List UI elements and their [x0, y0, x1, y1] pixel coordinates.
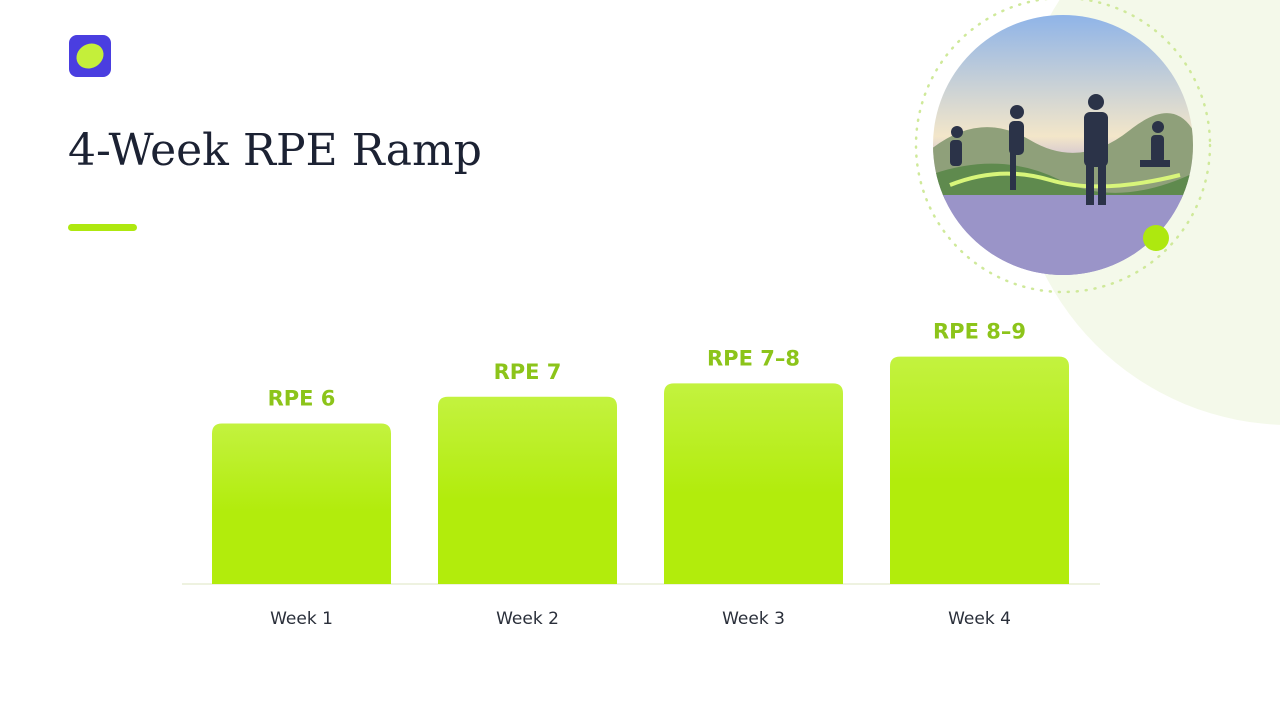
accent-dot — [1143, 225, 1169, 251]
value-label: RPE 6 — [268, 387, 336, 411]
bar — [664, 383, 843, 584]
logo-mark — [76, 43, 104, 69]
x-tick-label: Week 4 — [948, 609, 1011, 629]
x-tick-label: Week 1 — [270, 609, 333, 629]
value-label: RPE 8–9 — [933, 320, 1026, 344]
chart-title: 4-Week RPE Ramp — [68, 125, 482, 176]
value-label: RPE 7 — [494, 360, 562, 384]
dotted-ring — [914, 0, 1212, 294]
bar — [438, 396, 617, 584]
title-underline — [68, 224, 137, 231]
value-label: RPE 7–8 — [707, 346, 800, 370]
bar — [890, 356, 1069, 584]
x-tick-label: Week 2 — [496, 609, 559, 629]
x-tick-label: Week 3 — [722, 609, 785, 629]
bar — [212, 423, 391, 584]
